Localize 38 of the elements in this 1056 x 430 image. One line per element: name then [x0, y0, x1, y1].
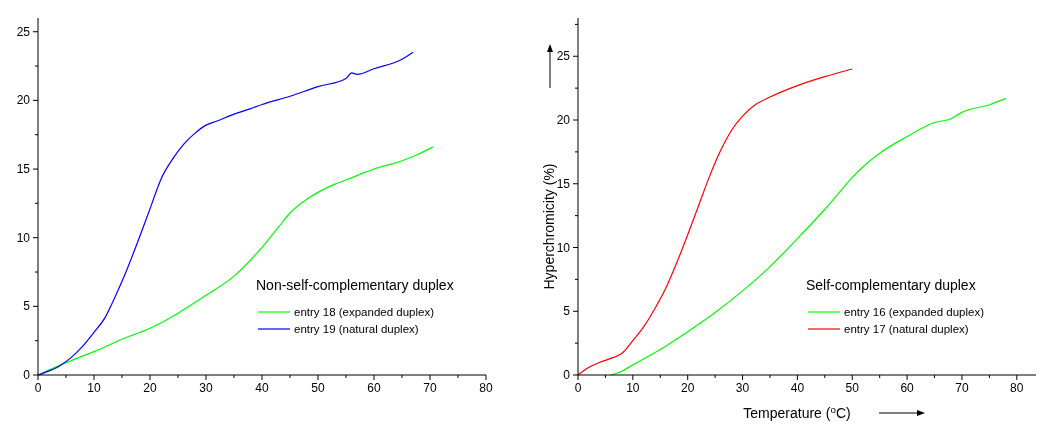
y-tick-label: 25 — [16, 24, 31, 39]
y-axis-title: Hyperchromicity (%) — [541, 163, 557, 290]
y-tick-label: 25 — [556, 49, 571, 64]
y-tick-label: 10 — [556, 240, 571, 255]
x-tick-label: 50 — [845, 381, 860, 395]
y-tick-label: 10 — [16, 230, 31, 245]
x-tick-label: 40 — [255, 381, 269, 395]
x-tick-label: 70 — [423, 381, 437, 395]
x-tick-label: 80 — [1010, 381, 1024, 395]
x-tick-label: 10 — [626, 381, 640, 395]
y-tick-label: 15 — [556, 176, 571, 191]
y-tick-label: 5 — [563, 304, 571, 319]
x-axis-title: Temperature ($^{o}$C) — [743, 403, 851, 421]
x-tick-label: 70 — [955, 381, 969, 395]
x-tick-label: 30 — [735, 381, 750, 395]
legend-label: entry 17 (natural duplex) — [844, 323, 969, 335]
x-tick-label: 0 — [574, 381, 582, 395]
x-tick-label: 30 — [199, 381, 213, 395]
x-tick-label: 50 — [311, 381, 325, 395]
x-tick-label: 80 — [479, 381, 493, 395]
x-tick-label: 40 — [790, 381, 805, 395]
legend-label: entry 16 (expanded duplex) — [844, 306, 985, 318]
y-tick-label: 5 — [23, 299, 31, 314]
legend-title: Self-complementary duplex — [806, 277, 976, 293]
legend-label: entry 19 (natural duplex) — [294, 323, 419, 335]
x-tick-label: 20 — [143, 381, 157, 395]
y-tick-label: 15 — [16, 162, 31, 177]
y-tick-label: 20 — [16, 93, 31, 108]
legend-title: Non-self-complementary duplex — [256, 277, 454, 293]
y-tick-label: 20 — [556, 113, 571, 127]
legend-label: entry 18 (expanded duplex) — [294, 306, 435, 318]
x-tick-label: 10 — [87, 381, 101, 395]
x-tick-label: 20 — [681, 381, 695, 395]
y-tick-label: 0 — [563, 368, 571, 382]
x-tick-label: 60 — [900, 381, 915, 395]
x-tick-label: 0 — [34, 381, 42, 395]
y-tick-label: 0 — [23, 368, 31, 382]
x-tick-label: 60 — [367, 381, 381, 395]
